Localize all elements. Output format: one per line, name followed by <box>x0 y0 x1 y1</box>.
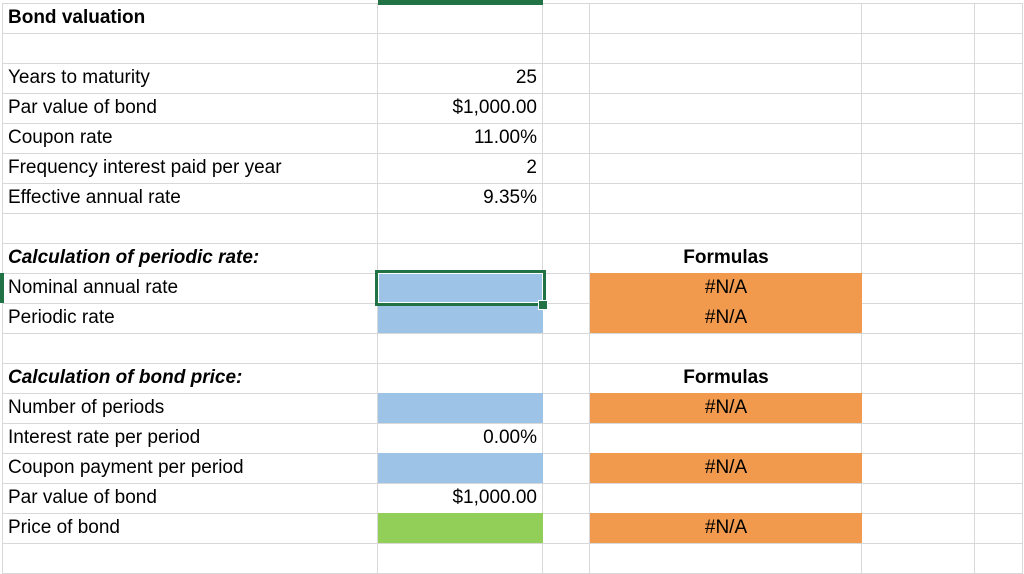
cell-value-par-value-of-bond-2[interactable]: $1,000.00 <box>452 487 537 508</box>
cell-value-frequency-interest-paid[interactable]: 2 <box>526 157 537 178</box>
cell-input-periodic-rate[interactable] <box>378 303 543 333</box>
cell-section-periodic-rate[interactable]: Calculation of periodic rate: <box>8 247 260 268</box>
cell-result-price-of-bond[interactable] <box>378 513 543 543</box>
cell-value-effective-annual-rate[interactable]: 9.35% <box>483 187 537 208</box>
cell-formula-periodic-rate[interactable]: #N/A <box>590 303 862 333</box>
vertical-gridline <box>589 3 590 573</box>
row-header-selection-indicator <box>0 273 4 303</box>
cell-formulas-header-bond-price[interactable]: Formulas <box>683 367 769 388</box>
cell-label-nominal-annual-rate[interactable]: Nominal annual rate <box>8 277 179 298</box>
column-header-selection-indicator <box>378 0 543 5</box>
vertical-gridline <box>1022 3 1023 573</box>
cell-value-coupon-rate[interactable]: 11.00% <box>473 127 537 148</box>
cell-label-par-value-of-bond[interactable]: Par value of bond <box>8 97 157 118</box>
vertical-gridline <box>974 3 975 573</box>
cell-formula-number-of-periods[interactable]: #N/A <box>590 393 862 423</box>
cell-input-number-of-periods[interactable] <box>378 393 543 423</box>
cell-label-effective-annual-rate[interactable]: Effective annual rate <box>8 187 181 208</box>
cell-formulas-header-periodic[interactable]: Formulas <box>683 247 769 268</box>
cell-label-number-of-periods[interactable]: Number of periods <box>8 397 165 418</box>
cell-value-years-to-maturity[interactable]: 25 <box>515 67 537 88</box>
fill-handle[interactable] <box>538 300 548 310</box>
cell-input-coupon-payment-per-period[interactable] <box>378 453 543 483</box>
cell-label-price-of-bond[interactable]: Price of bond <box>8 517 120 538</box>
cell-label-years-to-maturity[interactable]: Years to maturity <box>8 67 150 88</box>
cell-formula-coupon-payment-per-period[interactable]: #N/A <box>590 453 862 483</box>
cell-formula-price-of-bond[interactable]: #N/A <box>590 513 862 543</box>
cell-value-interest-rate-per-period[interactable]: 0.00% <box>483 427 537 448</box>
cell-label-par-value-of-bond-2[interactable]: Par value of bond <box>8 487 157 508</box>
cell-section-bond-price[interactable]: Calculation of bond price: <box>8 367 243 388</box>
cell-label-coupon-payment-per-period[interactable]: Coupon payment per period <box>8 457 244 478</box>
cell-formula-nominal-annual-rate[interactable]: #N/A <box>590 273 862 303</box>
cell-label-frequency-interest-paid[interactable]: Frequency interest paid per year <box>8 157 282 178</box>
cell-value-par-value-of-bond[interactable]: $1,000.00 <box>452 97 537 118</box>
cell-label-periodic-rate[interactable]: Periodic rate <box>8 307 115 328</box>
cell-label-interest-rate-per-period[interactable]: Interest rate per period <box>8 427 201 448</box>
cell-label-coupon-rate[interactable]: Coupon rate <box>8 127 113 148</box>
cell-input-nominal-annual-rate[interactable] <box>378 273 543 303</box>
cell-title-bond-valuation[interactable]: Bond valuation <box>8 7 146 28</box>
